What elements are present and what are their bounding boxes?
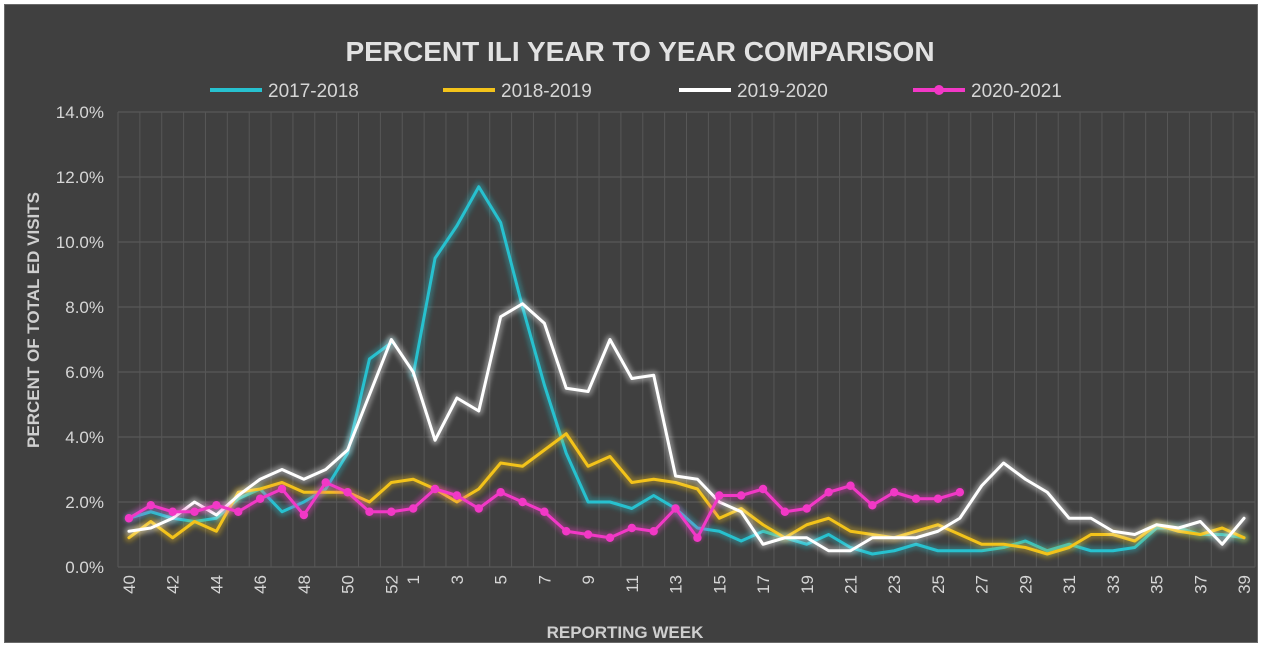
x-tick-label: 5 [492, 575, 511, 584]
x-tick-label: 33 [1104, 575, 1123, 594]
legend-label: 2018-2019 [501, 81, 592, 102]
data-point [190, 507, 199, 516]
x-tick-label: 13 [667, 575, 686, 594]
series-2020-2021 [124, 478, 965, 543]
data-point [780, 507, 790, 516]
data-point [824, 488, 833, 497]
y-tick-label: 0.0% [65, 558, 104, 577]
data-point [583, 530, 593, 539]
series-line [127, 302, 1246, 553]
x-tick-label: 25 [929, 575, 948, 594]
series-line [411, 185, 1246, 556]
data-point [168, 507, 177, 516]
data-point [736, 491, 746, 500]
y-axis-title: PERCENT OF TOTAL ED VISITS [24, 192, 43, 448]
y-tick-label: 2.0% [65, 493, 104, 512]
x-tick-label: 48 [295, 575, 314, 594]
data-point [452, 491, 462, 500]
x-tick-label: 19 [798, 575, 817, 594]
x-tick-label: 11 [623, 575, 642, 593]
data-point [474, 504, 483, 513]
x-tick-label: 9 [579, 575, 598, 584]
legend-marker [934, 85, 944, 95]
data-point [387, 507, 396, 516]
chart-title: PERCENT ILI YEAR TO YEAR COMPARISON [345, 36, 934, 67]
data-point [540, 507, 549, 516]
y-tick-label: 12.0% [56, 168, 104, 187]
data-point [933, 494, 943, 503]
data-point [321, 478, 330, 487]
data-point [365, 507, 374, 516]
x-tick-label: 42 [164, 575, 183, 594]
data-point [562, 527, 571, 536]
y-tick-label: 8.0% [65, 298, 104, 317]
gridlines [117, 111, 1256, 568]
series-2019-2020 [124, 299, 1249, 556]
y-axis-ticks: 0.0% 2.0% 4.0% 6.0% 8.0% 10.0% 12.0% 14.0% [56, 103, 104, 577]
data-point [146, 501, 155, 510]
data-point [277, 484, 287, 494]
legend: 2017-2018 2018-2019 2019-2020 2020-2021 [210, 81, 1062, 102]
data-point [124, 514, 134, 523]
chart-panel [4, 4, 1258, 643]
y-tick-label: 10.0% [56, 233, 104, 252]
data-point [955, 488, 965, 497]
x-tick-label: 52 [382, 575, 401, 594]
data-point [758, 484, 768, 494]
x-tick-label: 1 [404, 575, 423, 584]
data-point [255, 494, 265, 503]
x-tick-label: 50 [339, 575, 358, 594]
data-point [212, 501, 221, 510]
x-tick-label: 27 [973, 575, 992, 594]
x-tick-label: 29 [1016, 575, 1035, 594]
y-tick-label: 14.0% [56, 103, 104, 122]
data-point [408, 504, 418, 513]
x-tick-label: 15 [710, 575, 729, 594]
y-tick-label: 4.0% [65, 428, 104, 447]
legend-label: 2017-2018 [268, 81, 359, 102]
data-point [518, 497, 527, 507]
data-point [890, 488, 899, 497]
x-tick-label: 37 [1191, 575, 1210, 594]
data-point [868, 501, 877, 510]
legend-label: 2020-2021 [971, 81, 1062, 102]
series-layer [124, 182, 1249, 559]
x-tick-label: 35 [1148, 575, 1167, 594]
data-point [802, 504, 811, 513]
x-tick-label: 23 [885, 575, 904, 594]
data-point [846, 481, 855, 490]
x-tick-label: 17 [754, 575, 773, 594]
x-tick-label: 3 [448, 575, 467, 584]
legend-label: 2019-2020 [737, 81, 828, 102]
x-tick-label: 21 [841, 575, 860, 594]
x-tick-label: 7 [535, 575, 554, 584]
data-point [627, 523, 637, 533]
data-point [649, 527, 658, 536]
y-tick-label: 6.0% [65, 363, 104, 382]
data-point [693, 533, 702, 542]
x-tick-label: 44 [207, 575, 226, 594]
x-tick-label: 39 [1235, 575, 1254, 594]
x-tick-label: 31 [1060, 575, 1079, 594]
data-point [496, 488, 505, 497]
data-point [234, 507, 243, 516]
data-point [671, 504, 680, 513]
data-point [911, 494, 921, 503]
data-point [343, 488, 352, 497]
x-axis-ticks: 40 42 44 46 48 50 52 1 3 5 7 9 11 13 15 17 19 21 23 25 27 29 3… [120, 575, 1254, 594]
data-point [715, 491, 724, 500]
data-point [605, 533, 615, 542]
data-point [430, 484, 440, 494]
x-axis-title: REPORTING WEEK [547, 623, 705, 642]
x-tick-label: 46 [251, 575, 270, 594]
x-tick-label: 40 [120, 575, 139, 594]
data-point [299, 510, 309, 520]
